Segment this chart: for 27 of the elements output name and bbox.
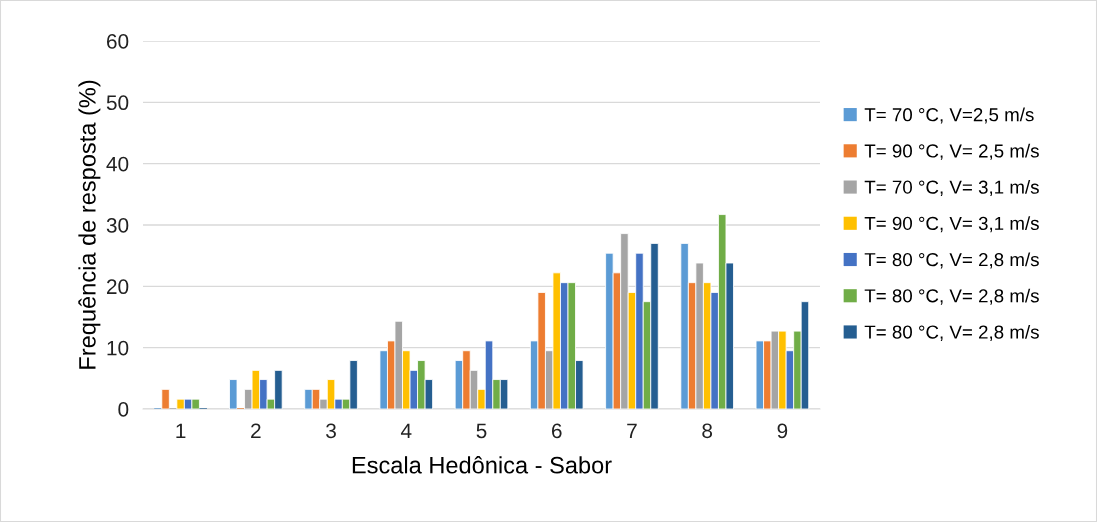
x-axis-title: Escala Hedônica - Sabor <box>352 456 612 474</box>
x-tick-label: 5 <box>476 423 487 439</box>
y-tick-label: 10 <box>107 340 129 356</box>
y-axis-title: Frequência de resposta (%) <box>78 80 101 369</box>
legend-label: T= 70 °C, V=2,5 m/s <box>864 107 1034 124</box>
x-tick-label: 4 <box>400 423 412 438</box>
y-tick-label: 20 <box>106 279 129 295</box>
legend-label: T= 80 °C, V= 2,8 m/s <box>864 252 1039 269</box>
bar <box>161 388 170 409</box>
legend-label: T= 70 °C, V= 3,1 m/s <box>864 180 1039 197</box>
legend-label: T= 90 °C, V= 2,5 m/s <box>864 143 1039 160</box>
x-tick-label: 2 <box>251 423 261 438</box>
y-tick-label: 50 <box>106 95 129 111</box>
y-tick-label: 0 <box>118 402 129 417</box>
y-tick-label: 60 <box>107 34 129 49</box>
bar <box>229 379 238 409</box>
legend-label: T= 80 °C, V= 2,8 m/s <box>864 324 1039 341</box>
x-tick-label: 7 <box>627 423 637 438</box>
x-tick-label: 9 <box>777 423 788 439</box>
legend-label: T= 90 °C, V= 3,1 m/s <box>864 216 1039 233</box>
x-tick-label: 3 <box>326 423 336 439</box>
y-tick-label: 30 <box>106 218 129 233</box>
y-tick-label: 40 <box>106 156 129 172</box>
x-tick-label: 8 <box>702 423 713 439</box>
legend-label: T= 80 °C, V= 2,8 m/s <box>864 288 1039 305</box>
x-tick-label: 6 <box>551 423 562 439</box>
x-tick-label: 1 <box>176 423 186 438</box>
